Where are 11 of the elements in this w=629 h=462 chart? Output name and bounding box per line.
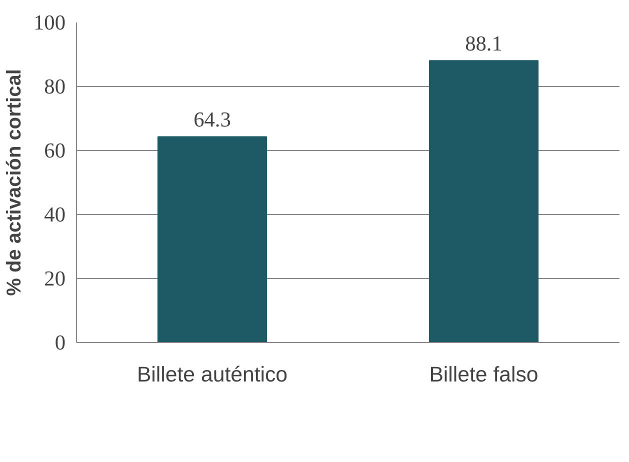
y-tick-label: 20 [44,266,66,290]
y-axis-title: % de activación cortical [4,69,26,296]
x-tick-label: Billete auténtico [136,362,288,386]
y-tick-label: 60 [44,138,66,162]
x-tick-label: Billete falso [429,362,538,386]
y-tick-label: 40 [44,202,66,226]
y-tick-label: 100 [34,10,66,34]
data-label: 64.3 [194,108,231,132]
y-tick-label: 80 [44,74,66,98]
data-label: 88.1 [465,32,502,56]
y-tick-label: 0 [54,330,66,354]
